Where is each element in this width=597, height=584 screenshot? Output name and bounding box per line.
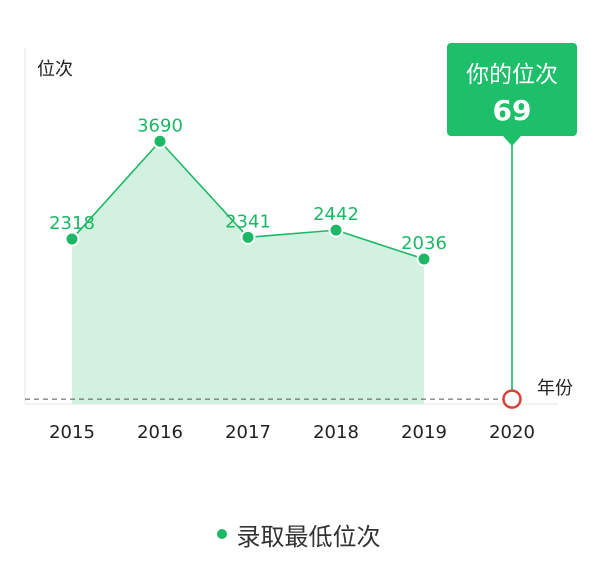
- x-tick-label: 2020: [489, 422, 535, 443]
- legend-dot: [216, 529, 227, 539]
- data-point: [152, 133, 168, 149]
- callout-box: [447, 43, 577, 136]
- data-label: 2442: [313, 204, 359, 225]
- x-tick-label: 2015: [49, 422, 95, 443]
- data-point: [416, 251, 432, 267]
- legend[interactable]: 录取最低位次: [0, 516, 597, 552]
- y-axis-label: 位次: [37, 59, 73, 80]
- legend-label: 录取最低位次: [236, 522, 381, 551]
- x-tick-label: 2016: [137, 422, 183, 443]
- data-label: 2036: [401, 233, 447, 254]
- x-axis-label: 年份: [537, 378, 573, 399]
- series-area: [72, 141, 424, 404]
- data-point: [328, 222, 344, 238]
- data-point: [64, 231, 80, 247]
- callout-value: 69: [493, 94, 532, 127]
- marker-point: [502, 389, 522, 409]
- data-label: 2341: [225, 211, 271, 232]
- callout-pointer: [503, 136, 521, 146]
- x-tick-label: 2019: [401, 422, 447, 443]
- data-point: [240, 229, 256, 245]
- x-tick-label: 2018: [313, 422, 359, 443]
- callout-title: 你的位次: [466, 62, 558, 88]
- data-label: 2318: [49, 213, 95, 234]
- x-tick-label: 2017: [225, 422, 271, 443]
- data-label: 3690: [137, 115, 183, 136]
